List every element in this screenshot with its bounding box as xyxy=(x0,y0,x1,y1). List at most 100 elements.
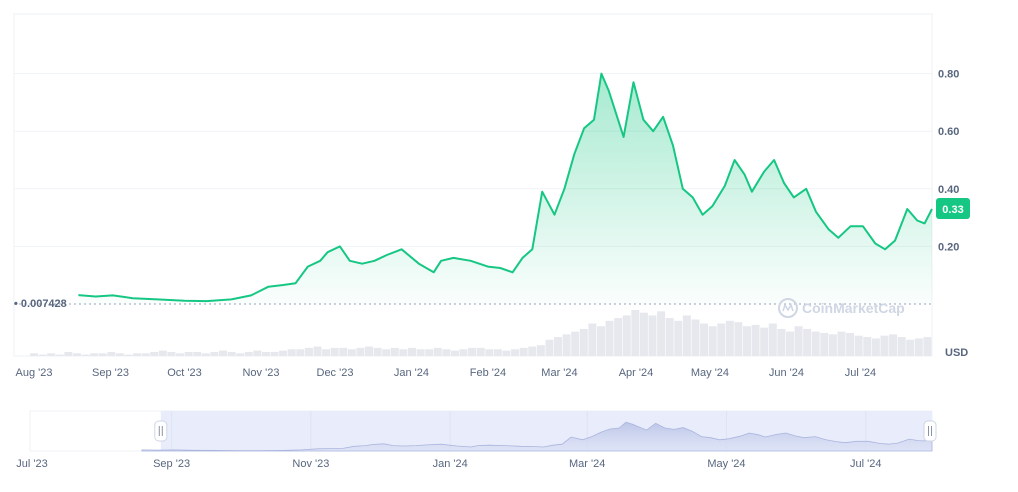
volume-bar xyxy=(708,326,717,356)
volume-bar xyxy=(425,349,434,356)
volume-bar xyxy=(889,334,898,356)
volume-bar xyxy=(811,331,820,356)
handle-body[interactable] xyxy=(923,420,937,442)
volume-bar xyxy=(588,323,597,356)
volume-bar xyxy=(253,350,262,356)
x-tick-label: Jul '24 xyxy=(845,367,876,379)
navigator-handle-left[interactable] xyxy=(154,420,168,442)
volume-bar xyxy=(279,350,288,356)
volume-bar xyxy=(717,323,726,356)
navigator-tick-label: Jan '24 xyxy=(433,458,468,470)
volume-bar xyxy=(55,354,64,356)
x-tick-label: Apr '24 xyxy=(619,367,654,379)
volume-bar xyxy=(863,337,872,356)
volume-bar xyxy=(244,351,253,356)
x-tick-label: May '24 xyxy=(691,367,729,379)
volume-bar xyxy=(751,324,760,356)
navigator-handle-right[interactable] xyxy=(923,420,937,442)
volume-bar xyxy=(923,337,932,356)
volume-bar xyxy=(459,349,468,356)
volume-bar xyxy=(399,349,408,356)
currency-label: USD xyxy=(945,347,968,359)
volume-bar xyxy=(768,323,777,356)
volume-bar xyxy=(777,328,786,356)
volume-bar xyxy=(433,347,442,356)
volume-bar xyxy=(201,353,210,356)
volume-bar xyxy=(743,326,751,356)
range-navigator[interactable]: Jul '23 Sep '23 Nov '23 Jan '24 Mar '24 May '… xyxy=(16,410,937,470)
volume-bar xyxy=(725,320,734,356)
volume-bar xyxy=(47,353,56,356)
volume-bar xyxy=(511,349,520,356)
navigator-tick-label: Mar '24 xyxy=(569,458,605,470)
price-line-path xyxy=(78,72,933,303)
y-tick-label: 0.40 xyxy=(938,184,959,196)
navigator-tick-label: Sep '23 xyxy=(153,458,190,470)
volume-bar xyxy=(691,319,700,356)
x-tick-label: Jun '24 xyxy=(769,367,804,379)
volume-bar xyxy=(871,338,880,356)
volume-bar xyxy=(442,349,451,356)
volume-bar xyxy=(648,315,657,356)
volume-bar xyxy=(261,351,270,356)
volume-bar xyxy=(554,337,563,356)
volume-bar xyxy=(107,351,116,356)
volume-bar xyxy=(365,346,374,356)
volume-bar xyxy=(115,353,124,356)
volume-bar xyxy=(682,315,691,356)
volume-bar xyxy=(519,347,528,356)
volume-bar xyxy=(390,347,399,356)
volume-bar xyxy=(734,322,743,356)
volume-bar xyxy=(914,338,923,356)
volume-bar xyxy=(90,353,99,356)
volume-bar xyxy=(347,349,356,356)
volume-bar xyxy=(236,353,245,356)
price-line xyxy=(78,72,933,303)
axes: 0.20 0.40 0.60 0.80 Aug '23 Sep '23 Oct '23 Nov… xyxy=(16,69,960,379)
x-tick-label: Dec '23 xyxy=(317,367,354,379)
volume-bar xyxy=(665,318,674,356)
x-tick-label: Sep '23 xyxy=(92,367,129,379)
volume-bar xyxy=(854,335,863,356)
labels: • 0.007428 0.33 USD CoinMarketCap xyxy=(14,197,970,359)
handle-body[interactable] xyxy=(154,420,168,442)
volume-bar xyxy=(81,354,90,356)
volume-bar xyxy=(562,334,571,356)
x-tick-label: Feb '24 xyxy=(470,367,506,379)
start-price-label: • 0.007428 xyxy=(14,298,67,310)
volume-bar xyxy=(880,335,889,356)
volume-bar xyxy=(837,331,846,356)
volume-bar xyxy=(485,349,494,356)
current-price-label: 0.33 xyxy=(942,204,963,216)
volume-bar xyxy=(373,347,382,356)
volume-bar xyxy=(614,318,623,356)
volume-bar xyxy=(141,353,150,356)
volume-bar xyxy=(124,354,133,356)
navigator-tick-label: May '24 xyxy=(707,458,745,470)
volume-bar xyxy=(897,337,906,356)
volume-bar xyxy=(536,345,545,356)
y-tick-label: 0.60 xyxy=(938,126,959,138)
price-area-fill xyxy=(78,73,932,304)
watermark-logo-mark xyxy=(782,303,794,312)
volume-bar xyxy=(339,347,348,356)
grid xyxy=(13,13,933,357)
x-tick-label: Nov '23 xyxy=(242,367,279,379)
volume-bar xyxy=(184,351,193,356)
volume-bar xyxy=(313,346,322,356)
volume-bar xyxy=(150,351,159,356)
volume-bar xyxy=(416,349,425,356)
volume-bar xyxy=(906,339,915,356)
volume-bar xyxy=(785,331,794,356)
volume-bar xyxy=(98,353,107,356)
volume-bar xyxy=(356,347,365,356)
volume-bar xyxy=(528,346,537,356)
volume-bar xyxy=(296,349,305,356)
volume-bars xyxy=(30,310,932,356)
volume-bar xyxy=(72,353,81,356)
volume-bar xyxy=(820,333,829,356)
volume-bar xyxy=(605,320,614,356)
volume-bar xyxy=(450,350,459,356)
